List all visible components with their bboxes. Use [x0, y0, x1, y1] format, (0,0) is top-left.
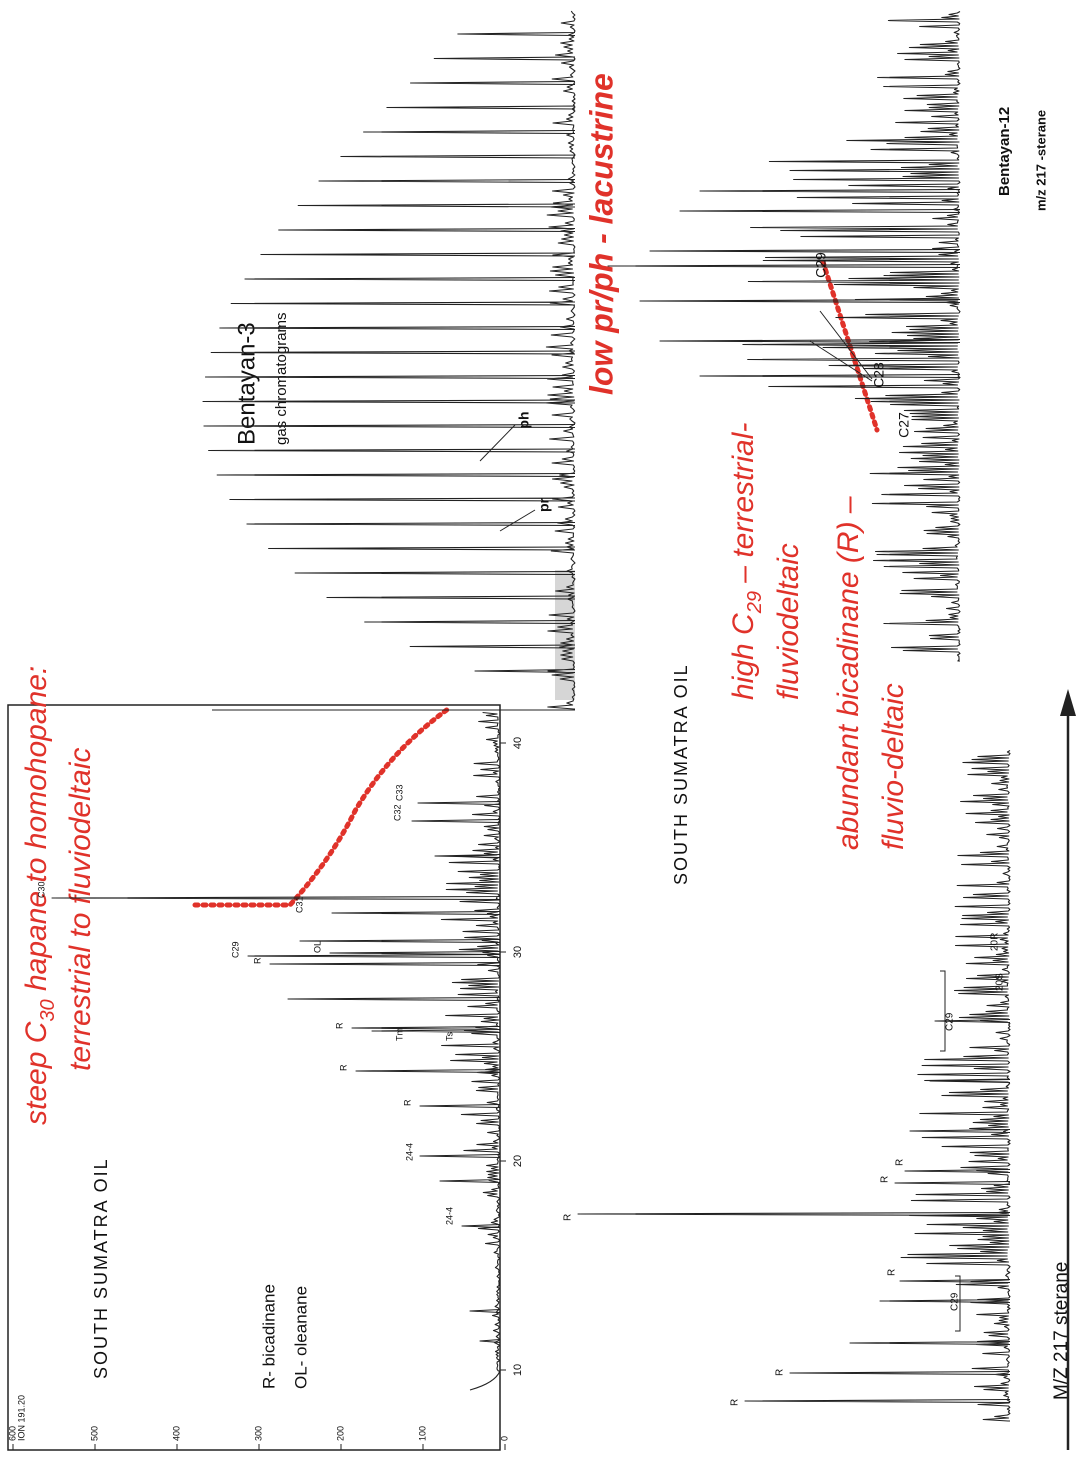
peak-label: C29 [945, 1012, 956, 1031]
y-tick-label: 600 [7, 1426, 17, 1441]
peak-label: R [730, 1399, 741, 1406]
panel-title: SOUTH SUMATRA OIL [671, 663, 691, 885]
y-tick-label: 100 [417, 1426, 427, 1441]
peak-label: R [895, 1159, 906, 1166]
peak-label: C31 [294, 896, 304, 913]
dotted-envelope [195, 709, 448, 905]
peak-label: C27 [896, 412, 912, 438]
y-tick-label: 400 [171, 1426, 181, 1441]
peak-label: Tm [394, 1028, 404, 1041]
peak-label: R [887, 1269, 898, 1276]
peak-label: R [880, 1176, 891, 1183]
y-tick-label: 500 [89, 1426, 99, 1441]
annotation: fluviodeltaic [772, 543, 805, 700]
figure: ION 191.20 SOUTH SUMATRA OIL R- bicadina… [0, 0, 1088, 1461]
peak-label: C28 [871, 362, 887, 388]
peak-label: 24-4 [444, 1207, 454, 1225]
legend-entry: R- bicadinane [259, 1284, 278, 1389]
peak-label: 20S [995, 973, 1006, 991]
peak-label: 20R [990, 933, 1001, 951]
annotation: terrestrial to fluviodeltaic [64, 748, 97, 1071]
rotated-figure: ION 191.20 SOUTH SUMATRA OIL R- bicadina… [7, 11, 1076, 1450]
peak-label: OL [312, 941, 322, 953]
peak-label: Ts [444, 1032, 454, 1042]
x-tick-label: 20 [512, 1155, 524, 1167]
dotted-trend [823, 262, 877, 430]
peak-label: C29 [813, 252, 829, 278]
peak-label: pr [536, 497, 552, 512]
axis-title: ION 191.20 [16, 1395, 26, 1441]
x-tick-label: 40 [512, 737, 524, 749]
x-tick-label: 10 [512, 1364, 524, 1376]
peak-label: C29 [230, 941, 240, 958]
panel-subtitle: m/z 217 -sterane [1033, 110, 1048, 211]
y-tick-label: 200 [335, 1426, 345, 1441]
bracket [940, 971, 945, 1051]
peak-label: R [338, 1064, 348, 1071]
x-tick-label: 30 [512, 946, 524, 958]
peak-label: ph [516, 411, 532, 428]
peak-label: R [334, 1022, 344, 1029]
peak-label: R [252, 957, 262, 964]
annotation: low pr/ph - lacustrine [583, 73, 619, 395]
peak-label: C29 [950, 1292, 961, 1311]
annotation: fluvio-deltaic [877, 683, 910, 850]
leader [500, 510, 535, 531]
legend-entry: OL- oleanane [291, 1286, 310, 1389]
y-tick-label: 300 [253, 1426, 263, 1441]
peak-label: R [563, 1214, 574, 1221]
trace [578, 751, 1010, 1422]
peak-label: R [775, 1369, 786, 1376]
panel-title: Bentayan-12 [996, 107, 1013, 196]
peak-label: 24-4 [404, 1143, 414, 1161]
peak-label: C33 [394, 784, 404, 801]
peak-label: C30 [36, 881, 46, 898]
panel-title: SOUTH SUMATRA OIL [91, 1157, 111, 1379]
y-tick-label: 0 [499, 1436, 509, 1441]
annotation: high C29 – terrestrial- [727, 423, 766, 700]
annotation: abundant bicadinane (R) – [832, 496, 865, 850]
leader [480, 425, 515, 461]
peak-label: C32 [392, 804, 402, 821]
arrow-head [1060, 689, 1076, 716]
peak-label: R [402, 1099, 412, 1106]
